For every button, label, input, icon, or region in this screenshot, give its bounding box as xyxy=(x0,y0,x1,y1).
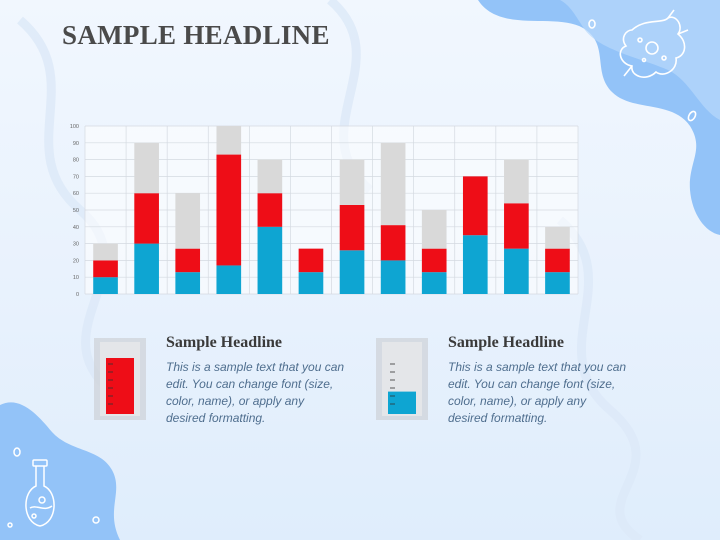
y-tick-label: 0 xyxy=(76,292,79,298)
bar-segment-blue xyxy=(257,226,283,294)
bar-segment-red xyxy=(504,203,529,249)
card-2-body: This is a sample text that you can edit.… xyxy=(448,360,627,425)
bar-segment-red xyxy=(339,204,365,251)
slide-headline: SAMPLE HEADLINE xyxy=(62,20,330,50)
y-tick-label: 60 xyxy=(73,191,79,197)
bar-segment-red xyxy=(298,248,324,273)
y-tick-label: 100 xyxy=(70,124,79,130)
bar-segment-gray xyxy=(504,159,529,204)
bar-segment-red xyxy=(134,193,159,244)
bar-segment-gray xyxy=(339,159,365,205)
bar-segment-blue xyxy=(216,265,242,294)
bar-segment-gray xyxy=(380,142,406,226)
bar-segment-blue xyxy=(462,235,488,294)
bar-segment-red xyxy=(545,248,570,273)
y-tick-label: 20 xyxy=(73,258,79,264)
y-tick-label: 10 xyxy=(73,275,79,281)
bar-segment-red xyxy=(421,248,447,273)
bar-segment-blue xyxy=(421,272,447,294)
bar-segment-red xyxy=(216,154,242,266)
bar-segment-blue xyxy=(545,272,570,294)
bar-segment-gray xyxy=(257,159,283,194)
y-tick-label: 30 xyxy=(73,242,79,248)
card-2-title: Sample Headline xyxy=(448,334,565,351)
bar-segment-red xyxy=(462,176,488,236)
bar-segment-red xyxy=(257,193,283,227)
bacteria-icon xyxy=(588,9,697,122)
bar-segment-red xyxy=(93,260,118,278)
bar-segment-blue xyxy=(175,272,201,294)
bar-segment-blue xyxy=(298,272,324,294)
y-tick-label: 80 xyxy=(73,158,79,164)
bar-segment-gray xyxy=(545,226,570,249)
bar-segment-red xyxy=(175,248,201,273)
card-1-body: This is a sample text that you can edit.… xyxy=(166,360,345,425)
bar-segment-blue xyxy=(380,260,406,294)
y-tick-label: 50 xyxy=(73,208,79,214)
beaker-liquid xyxy=(388,391,416,414)
corner-blob-bottom-left xyxy=(0,402,120,540)
y-tick-label: 90 xyxy=(73,141,79,147)
flask-icon xyxy=(7,447,100,528)
bar-segment-gray xyxy=(216,126,242,155)
beaker-liquid xyxy=(106,358,134,414)
bar-segment-gray xyxy=(175,193,201,249)
y-tick-label: 70 xyxy=(73,174,79,180)
bar-segment-blue xyxy=(339,250,365,294)
bar-segment-blue xyxy=(504,248,529,294)
bar-segment-blue xyxy=(93,277,118,294)
beaker-icon xyxy=(94,338,146,420)
beaker-icon xyxy=(376,338,428,420)
bar-segment-red xyxy=(380,225,406,261)
bar-segment-blue xyxy=(134,243,159,294)
bar-segment-gray xyxy=(93,243,118,261)
bar-segment-gray xyxy=(134,142,159,194)
bar-segment-gray xyxy=(421,210,447,249)
stacked-bar-chart: 0 10 20 30 40 50 60 70 80 90 100 xyxy=(70,124,579,298)
y-tick-label: 40 xyxy=(73,225,79,231)
card-1-title: Sample Headline xyxy=(166,334,283,351)
